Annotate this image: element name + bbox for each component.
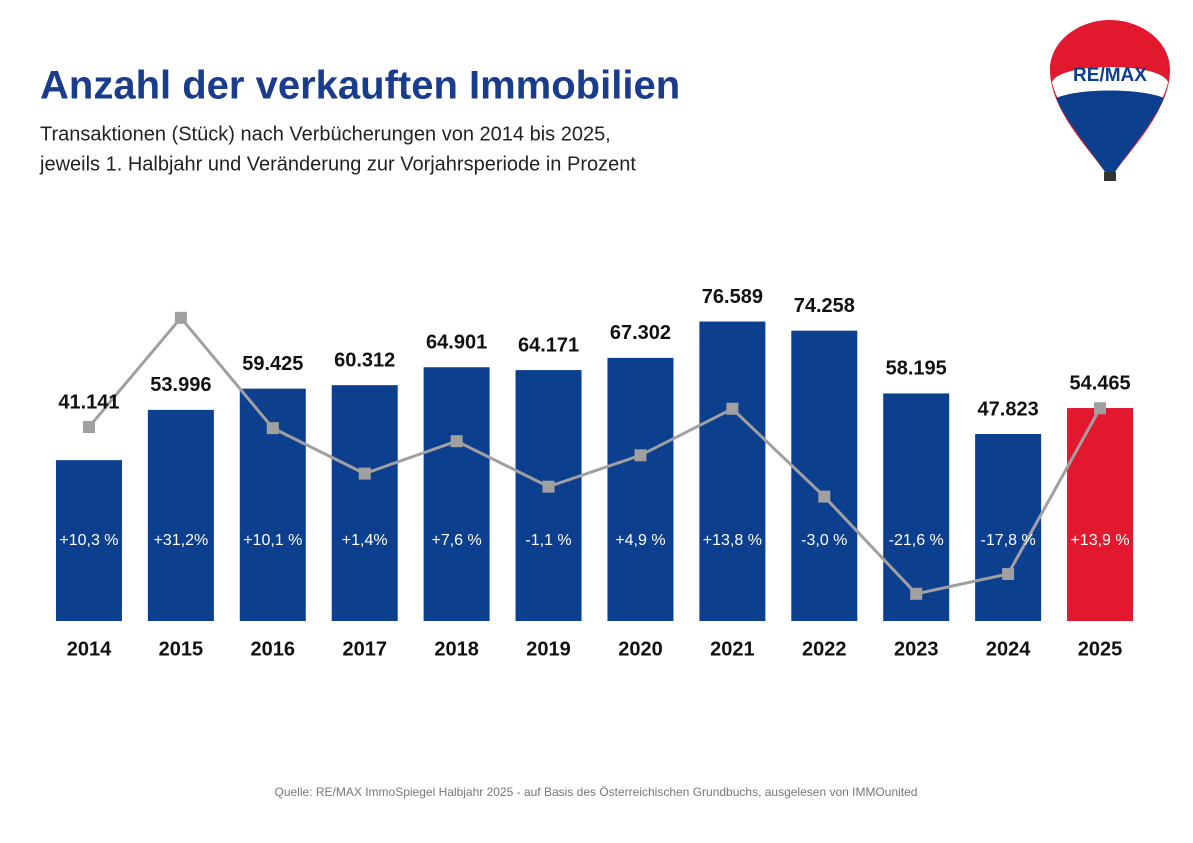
line-marker	[174, 311, 187, 324]
bar	[975, 434, 1042, 621]
x-tick-label: 2023	[894, 638, 939, 660]
x-tick-label: 2021	[710, 638, 755, 660]
value-label: 67.302	[610, 322, 671, 344]
logo: RE/MAX	[1050, 20, 1170, 181]
bar	[55, 460, 122, 621]
bar	[607, 357, 674, 621]
line-marker	[726, 402, 739, 415]
line-marker	[818, 490, 831, 503]
line-marker	[82, 421, 95, 434]
line-marker	[1002, 567, 1015, 580]
line	[87, 315, 1102, 596]
value-label: 60.312	[334, 349, 395, 371]
x-tick-label: 2022	[802, 638, 847, 660]
x-tick-label: 2016	[251, 638, 296, 660]
line-marker	[358, 467, 371, 480]
value-label: 53.996	[150, 374, 211, 396]
bar	[883, 393, 950, 621]
logo-text: RE/MAX	[1073, 65, 1147, 86]
value-label: 64.171	[518, 334, 579, 356]
percent-label: +7,6 %	[431, 532, 481, 549]
x-tick-label: 2025	[1078, 638, 1123, 660]
value-label: 74.258	[794, 295, 855, 317]
value-label: 47.823	[978, 398, 1039, 420]
x-tick-label: 2024	[986, 638, 1031, 660]
value-label: 58.195	[886, 358, 947, 380]
percent-label: +13,9 %	[1070, 532, 1129, 549]
bar	[331, 385, 398, 621]
percent-label: +10,3 %	[59, 532, 118, 549]
x-tick-label: 2018	[434, 638, 479, 660]
bar	[515, 370, 582, 621]
x-tick-label: 2015	[159, 638, 204, 660]
percent-label: +4,9 %	[615, 532, 665, 549]
value-label: 76.589	[702, 286, 763, 308]
line-marker	[910, 587, 923, 600]
x-tick-label: 2014	[67, 638, 112, 660]
bar	[1067, 408, 1134, 621]
percent-label: -3,0 %	[801, 532, 847, 549]
line-marker	[542, 480, 555, 493]
chart-title: Anzahl der verkauften Immobilien	[40, 64, 680, 108]
percent-label: +10,1 %	[243, 532, 302, 549]
percent-label: -21,6 %	[889, 532, 944, 549]
percent-label: +31,2%	[154, 532, 209, 549]
line-marker	[1094, 402, 1107, 415]
x-tick-label: 2020	[618, 638, 663, 660]
value-label: 54.465	[1069, 372, 1130, 394]
x-tick-label: 2019	[526, 638, 571, 660]
value-label: 41.141	[58, 391, 119, 413]
bar	[147, 409, 214, 621]
value-label: 59.425	[242, 353, 303, 375]
line-marker	[266, 422, 279, 435]
percent-label: -1,1 %	[525, 532, 571, 549]
chart-subtitle: Transaktionen (Stück) nach Verbücherunge…	[40, 123, 611, 145]
source-note: Quelle: RE/MAX ImmoSpiegel Halbjahr 2025…	[275, 785, 918, 799]
percent-label: +13,8 %	[703, 532, 762, 549]
x-tick-label: 2017	[342, 638, 387, 660]
line-marker	[450, 435, 463, 448]
line-marker	[634, 449, 647, 462]
bar	[423, 367, 490, 621]
percent-label: -17,8 %	[981, 532, 1036, 549]
value-label: 64.901	[426, 332, 487, 354]
bar	[699, 321, 766, 621]
chart-subtitle: jeweils 1. Halbjahr und Veränderung zur …	[39, 153, 636, 175]
percent-label: +1,4%	[342, 532, 388, 549]
